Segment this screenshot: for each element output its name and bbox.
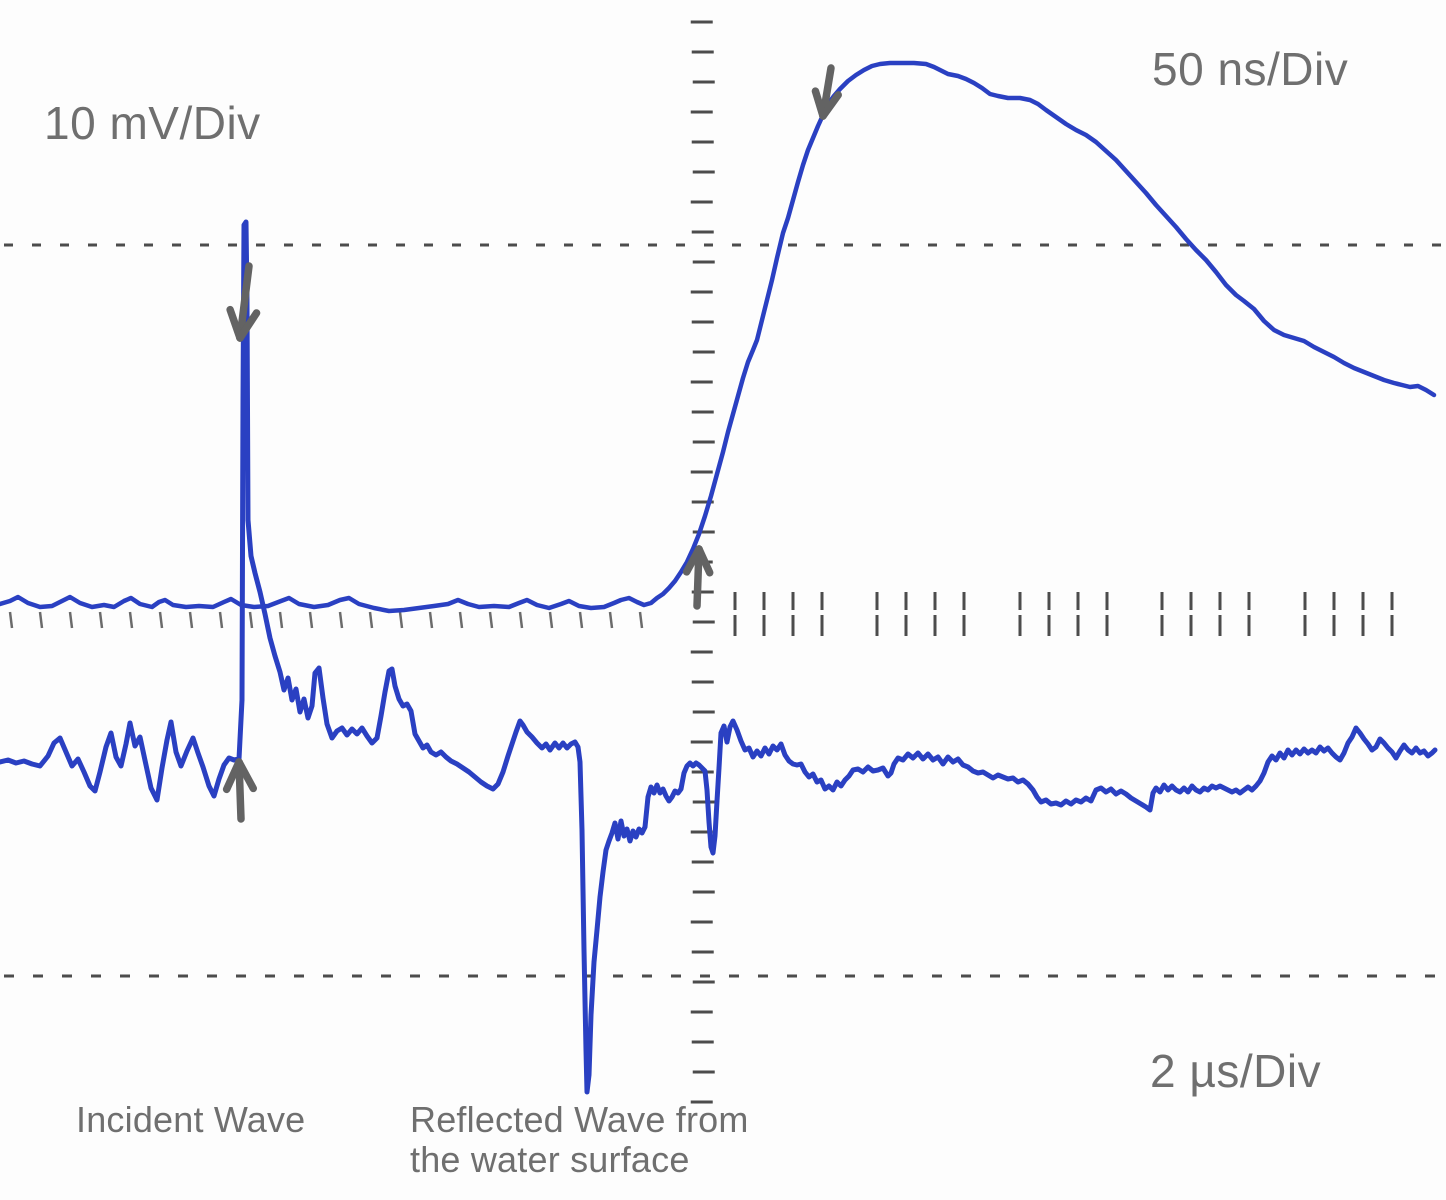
- dashed-gridlines: [4, 243, 1442, 978]
- incident-wave-label: Incident Wave: [76, 1099, 306, 1140]
- baseline-up-arrow: [222, 758, 258, 823]
- vertical-scale-label: 10 mV/Div: [44, 97, 261, 149]
- slow-timebase-label: 2 µs/Div: [1150, 1045, 1322, 1097]
- rise-up-arrow: [682, 545, 714, 610]
- hump-down-arrow: [811, 64, 842, 120]
- reflected-wave-label: Reflected Wave from the water surface: [410, 1099, 749, 1180]
- trace-fast-trace-50ns-div: [0, 60, 1437, 614]
- fast-timebase-label: 50 ns/Div: [1152, 43, 1349, 95]
- trace-slow-trace-2us-div: [0, 219, 1438, 1095]
- right-baseline-ticks: [733, 592, 1394, 636]
- incident-spike-down-arrow: [226, 262, 261, 342]
- left-baseline-ticks: [8, 611, 644, 629]
